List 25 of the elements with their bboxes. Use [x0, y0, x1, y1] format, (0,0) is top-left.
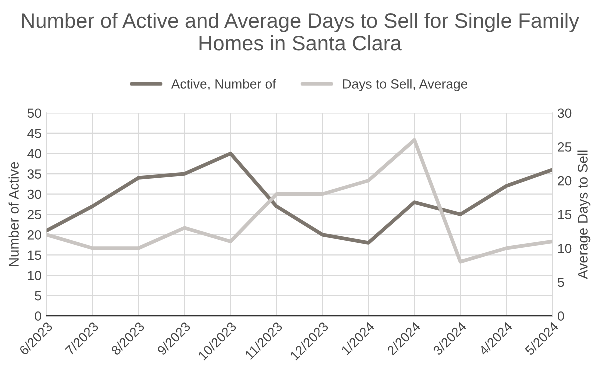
y-tick-label: 10	[28, 271, 42, 280]
y2-tick-label: 30	[558, 108, 572, 118]
y-tick-label: 15	[28, 250, 42, 260]
y-tick-label: 20	[28, 230, 42, 240]
y2-tick-label: 25	[558, 142, 572, 152]
y2-tick-label: 20	[558, 176, 572, 186]
y-tick-label: 35	[28, 170, 42, 179]
y-tick-label: 0	[35, 312, 42, 322]
chart-title: Number of Active and Average Days to Sell for Single Family Homes in Santa Clara	[22, 12, 580, 51]
y2-tick-label: 5	[558, 278, 564, 288]
y2-tick-label: 15	[558, 210, 572, 220]
y-tick-label: 40	[28, 149, 42, 159]
y-tick-label: 45	[28, 129, 42, 138]
y2-tick-label: 10	[558, 244, 572, 254]
y-axis-title: Number of Active	[8, 162, 19, 266]
y-tick-label: 50	[28, 108, 42, 118]
line-series	[46, 152, 553, 245]
y-tick-label: 25	[28, 210, 42, 220]
y2-tick-label: 0	[558, 312, 564, 322]
legend-label: Days to Sell, Average	[343, 79, 468, 92]
y2-axis-title: Average Days to Sell	[578, 150, 591, 280]
legend-label: Active, Number of	[171, 79, 276, 90]
y-tick-label: 30	[28, 190, 42, 200]
y-tick-label: 5	[35, 292, 42, 301]
line-series	[46, 138, 553, 264]
